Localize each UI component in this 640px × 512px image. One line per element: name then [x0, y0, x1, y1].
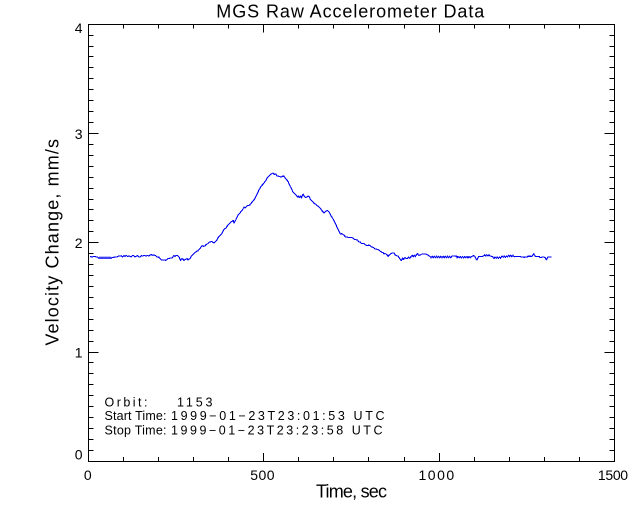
svg-text:Orbit:: Orbit:: [105, 396, 148, 410]
svg-text:2: 2: [75, 235, 83, 251]
svg-text:0: 0: [84, 467, 92, 483]
svg-text:Velocity Change, mm/s: Velocity Change, mm/s: [43, 139, 63, 346]
svg-text:1500: 1500: [598, 467, 628, 483]
svg-text:1999−01−23T23:23:58 UTC: 1999−01−23T23:23:58 UTC: [171, 424, 383, 438]
svg-text:Start Time:: Start Time:: [105, 409, 167, 423]
svg-text:0: 0: [75, 447, 83, 463]
svg-text:4: 4: [75, 20, 83, 36]
svg-text:1000: 1000: [419, 467, 455, 483]
svg-text:1: 1: [75, 344, 83, 360]
svg-text:500: 500: [250, 467, 275, 483]
svg-text:Stop Time:: Stop Time:: [105, 424, 167, 438]
svg-text:Time, sec: Time, sec: [316, 482, 387, 502]
svg-text:MGS Raw Accelerometer Data: MGS Raw Accelerometer Data: [216, 1, 485, 21]
svg-text:3: 3: [75, 126, 83, 142]
svg-text:1999−01−23T23:01:53 UTC: 1999−01−23T23:01:53 UTC: [171, 409, 385, 423]
svg-text:1153: 1153: [177, 396, 213, 410]
